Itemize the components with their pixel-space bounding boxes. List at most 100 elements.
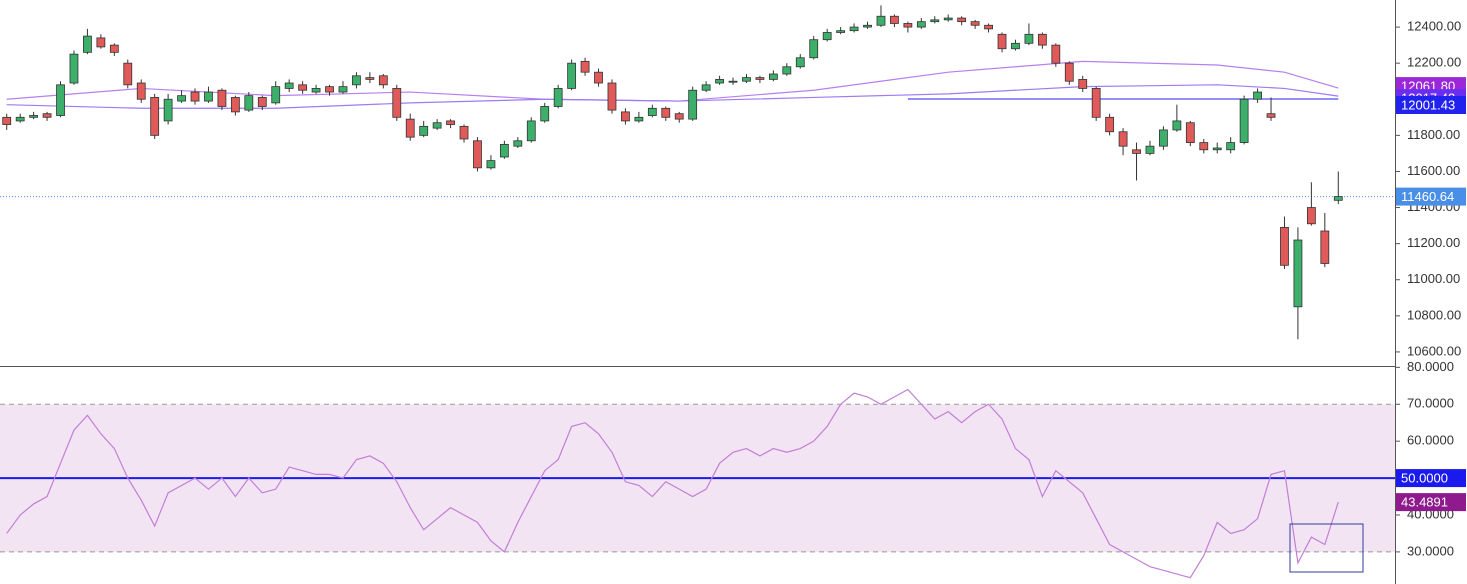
candle-body [607,82,617,111]
candle-body [109,44,119,53]
candle-body [1118,131,1128,147]
candle-body [378,75,388,86]
candle-body [459,125,469,140]
candle-body [957,17,967,23]
candle-body [1239,98,1249,143]
candle-body [136,82,146,100]
candle-body [365,77,375,80]
candle-body [742,77,751,82]
candle-body [1306,207,1316,225]
price-tag-label: 11460.64 [1401,189,1454,204]
candle-body [1266,113,1276,118]
candle-body [768,73,778,80]
price-tag [1396,469,1466,488]
candle-body [338,86,348,93]
candle-body [42,113,52,118]
candle-body [1078,79,1088,89]
candle-body [123,62,133,86]
price-tag [1396,493,1466,512]
candle-body [352,75,361,86]
candle-body [715,79,724,84]
candle-body [446,120,455,125]
candle-body [392,88,402,118]
candle-body [863,24,872,28]
y-tick-label: 10600.00 [1407,343,1461,358]
candle-body [177,95,186,102]
y-tick-label: 70.0000 [1407,396,1454,411]
candle-body [1226,142,1236,151]
candle-body [890,15,899,24]
candle-body [499,143,509,158]
candle-body [1024,33,1034,44]
candle-body [244,95,254,111]
candle-body [163,98,173,122]
candle-body [916,21,926,28]
candle-body [943,17,953,21]
candle-body [984,24,993,30]
candle-body [257,97,267,107]
y-tick-label: 60.0000 [1407,433,1454,448]
y-tick-label: 11000.00 [1407,271,1460,286]
candle-body [822,32,832,41]
candle-body [405,118,415,138]
price-tag-label: 43.4891 [1401,495,1448,510]
rsi-line [6,388,1339,579]
price-tag [1396,96,1466,115]
candle-body [997,33,1007,50]
candle-body [513,140,523,147]
candle-body [795,57,805,68]
candle-body [1159,129,1168,147]
candle-body [190,91,200,102]
candle-body [849,26,859,32]
candle-body [69,53,79,84]
candle-body [1091,88,1101,118]
candle-body [567,62,577,89]
candle-body [1320,230,1330,264]
candle-body [1293,239,1303,308]
candle-body [1172,120,1182,131]
candle-body [419,125,429,136]
y-tick-label: 10800.00 [1407,307,1461,322]
price-tag-label: 12001.43 [1401,97,1455,112]
candle-body [876,15,886,26]
candle-body [1280,226,1289,266]
candle-body [1132,149,1141,154]
candle-body [432,122,442,129]
candle-body [634,116,644,122]
candle-body [970,21,980,26]
candle-body [1064,62,1074,82]
candle-body [526,120,536,142]
candle-body [325,86,334,93]
candle-body [755,77,765,80]
candle-body [1105,116,1115,133]
y-tick-label: 12400.00 [1407,19,1461,34]
candle-body [594,71,603,84]
candle-body [1212,147,1222,151]
candle-body [553,88,563,107]
candle-body [903,23,913,28]
candle-body [1199,142,1209,151]
candle-body [782,66,792,75]
candle-body [1037,33,1047,46]
candle-body [56,84,65,116]
candle-body [809,39,819,59]
candle-body [661,107,671,118]
candle-body [217,89,227,107]
candle-body [150,97,160,136]
candle-body [473,140,482,169]
candle-body [674,113,684,120]
price-tag-label: 50.0000 [1401,471,1448,486]
candle-body [96,37,106,48]
moving-average [6,60,1339,102]
candle-body [204,91,213,102]
y-tick-label: 80.0000 [1407,359,1454,374]
candle-body [647,107,657,116]
candle-body [1185,122,1195,143]
candle-body [580,60,590,73]
candle-body [230,97,240,113]
price-tag [1396,187,1466,206]
candle-body [1145,145,1155,154]
moving-average [6,84,1339,109]
selection-box [1289,523,1364,573]
